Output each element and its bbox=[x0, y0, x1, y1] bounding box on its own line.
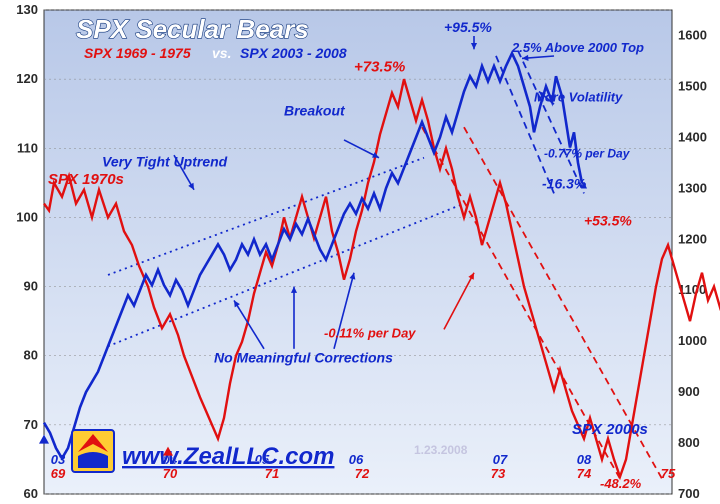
ann-more-vol: More Volatility bbox=[534, 90, 623, 105]
ann-perday-077: -0.77% per Day bbox=[544, 147, 631, 161]
series-label-blue: SPX 2000s bbox=[572, 421, 648, 438]
left-axis-tick: 130 bbox=[16, 2, 38, 17]
right-axis-tick: 1300 bbox=[678, 180, 707, 195]
ann-above-2000: 2.5% Above 2000 Top bbox=[511, 40, 644, 55]
x-label-red: 73 bbox=[491, 466, 506, 481]
left-axis-tick: 110 bbox=[17, 140, 38, 155]
logo-base bbox=[78, 452, 108, 468]
x-label-red: 74 bbox=[577, 466, 592, 481]
ann-very-tight: Very Tight Uptrend bbox=[102, 153, 228, 169]
right-axis-tick: 800 bbox=[678, 435, 700, 450]
right-axis-tick: 700 bbox=[678, 486, 700, 501]
ann-perday-011: -0.11% per Day bbox=[324, 325, 416, 340]
date-stamp: 1.23.2008 bbox=[414, 443, 468, 457]
left-axis-tick: 100 bbox=[16, 209, 38, 224]
right-axis-tick: 1200 bbox=[678, 231, 707, 246]
x-label-blue: 08 bbox=[577, 452, 592, 467]
right-axis-tick: 900 bbox=[678, 384, 700, 399]
subtitle-blue: SPX 2003 - 2008 bbox=[240, 45, 347, 61]
x-label-red: 72 bbox=[355, 466, 370, 481]
left-axis-tick: 90 bbox=[24, 279, 38, 294]
left-axis-tick: 80 bbox=[24, 348, 38, 363]
right-axis-tick: 1500 bbox=[678, 78, 707, 93]
left-axis-tick: 60 bbox=[24, 486, 38, 501]
subtitle-vs: vs. bbox=[212, 45, 231, 61]
ann-minus163: -16.3% bbox=[542, 175, 587, 191]
series-label-red: SPX 1970s bbox=[48, 171, 124, 188]
right-axis-tick: 1000 bbox=[678, 333, 707, 348]
left-axis-tick: 70 bbox=[24, 417, 38, 432]
url-link[interactable]: www.ZealLLC.com bbox=[122, 443, 334, 470]
subtitle-red: SPX 1969 - 1975 bbox=[84, 45, 191, 61]
right-axis-tick: 1400 bbox=[678, 129, 707, 144]
x-label-blue: 06 bbox=[349, 452, 364, 467]
x-label-red: 69 bbox=[51, 466, 66, 481]
ann-plus955: +95.5% bbox=[444, 19, 492, 35]
x-label-blue: 07 bbox=[493, 452, 508, 467]
chart-svg: 6070809010011012013070080090010001100120… bbox=[0, 0, 720, 504]
ann-minus482: -48.2% bbox=[600, 476, 642, 491]
right-axis-tick: 1600 bbox=[678, 27, 707, 42]
ann-no-corr: No Meaningful Corrections bbox=[214, 350, 393, 366]
x-label-red: 75 bbox=[661, 466, 676, 481]
left-axis-tick: 120 bbox=[16, 71, 38, 86]
chart-root: 6070809010011012013070080090010001100120… bbox=[0, 0, 720, 504]
ann-breakout: Breakout bbox=[284, 102, 346, 118]
ann-plus535: +53.5% bbox=[584, 212, 632, 228]
chart-title: SPX Secular Bears bbox=[76, 14, 309, 44]
ann-plus735: +73.5% bbox=[354, 58, 405, 75]
